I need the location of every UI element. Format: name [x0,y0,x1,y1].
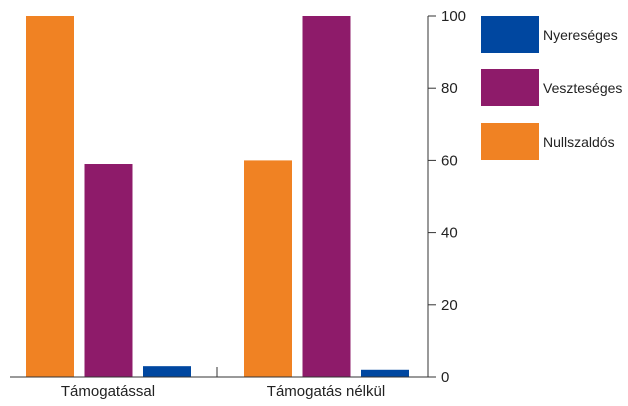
legend: Nyereséges Veszteséges Nullszaldós [481,16,622,160]
x-tick-label: Támogatással [61,383,155,400]
x-tick-label: Támogatás nélkül [267,383,385,400]
legend-label: Veszteséges [543,80,622,96]
y-tick-label: 20 [441,297,458,314]
legend-label: Nyereséges [543,27,618,43]
axes-layer: Támogatással Támogatás nélkül 0 20 40 60 80 100 [10,8,466,400]
bar-Veszteséges-Támogatás nélkül [302,16,351,377]
y-tick-label: 100 [441,8,466,25]
legend-swatch [481,16,539,53]
y-tick-label: 0 [441,369,449,386]
y-tick-label: 60 [441,152,458,169]
bars-layer [26,16,409,377]
legend-swatch [481,69,539,106]
bar-Veszteséges-Támogatással [84,164,133,377]
bar-Nullszaldós-Támogatással [26,16,74,377]
y-tick-label: 40 [441,225,458,242]
bar-Nyereséges-Támogatással [143,366,191,377]
y-tick-label: 80 [441,80,458,97]
legend-label: Nullszaldós [543,134,615,150]
bar-Nyereséges-Támogatás nélkül [361,369,409,377]
bar-Nullszaldós-Támogatás nélkül [244,160,292,377]
legend-swatch [481,123,539,160]
